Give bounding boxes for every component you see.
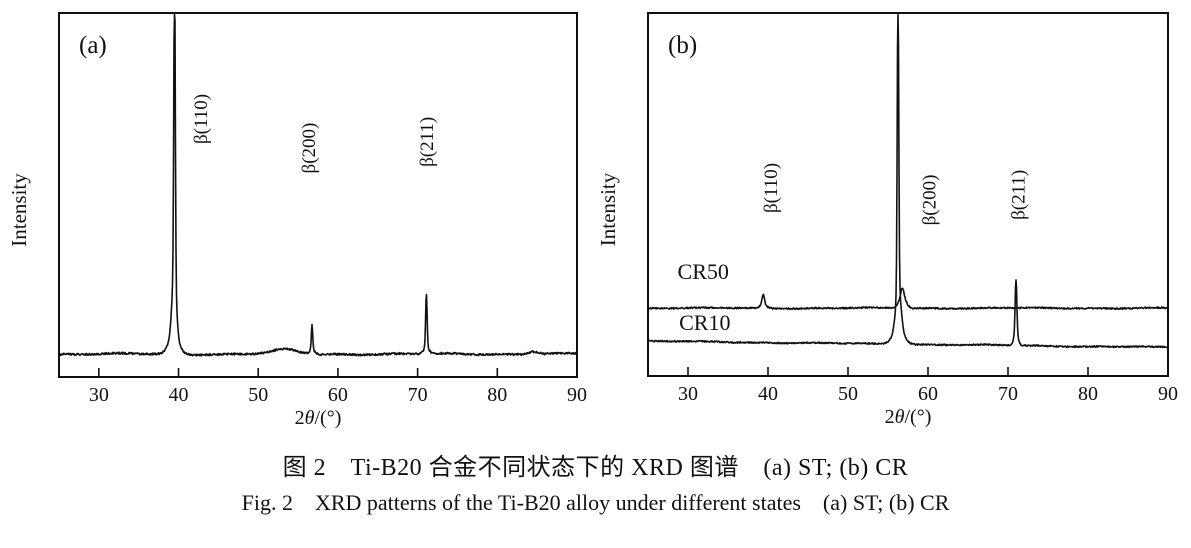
x-tick-label: 90 <box>567 384 587 406</box>
x-tick-label: 40 <box>169 384 189 406</box>
x-tick-label: 80 <box>487 384 507 406</box>
y-axis-label: Intensity <box>7 173 31 247</box>
panel-label: (a) <box>79 32 107 59</box>
x-tick-label: 50 <box>248 384 268 406</box>
x-tick-label: 70 <box>408 384 428 406</box>
peak-label: β(200) <box>299 123 320 174</box>
caption-chinese: 图 2 Ti-B20 合金不同状态下的 XRD 图谱 (a) ST; (b) C… <box>282 455 909 481</box>
x-tick-label: 60 <box>328 384 348 406</box>
x-tick-label: 30 <box>89 384 109 406</box>
peak-label: β(110) <box>191 94 212 144</box>
peak-label: β(211) <box>417 117 438 167</box>
x-axis-label: 2θ/(°) <box>295 407 342 429</box>
xrd-curve-st <box>58 13 578 357</box>
plot-border <box>58 12 578 378</box>
caption-english: Fig. 2 XRD patterns of the Ti-B20 alloy … <box>241 490 950 515</box>
